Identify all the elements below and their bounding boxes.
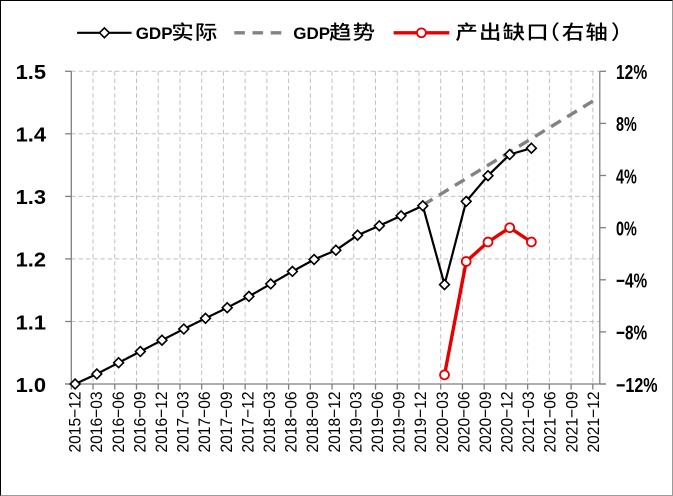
svg-text:2017−06: 2017−06 bbox=[195, 392, 214, 453]
svg-text:−12%: −12% bbox=[616, 375, 658, 397]
svg-text:−8%: −8% bbox=[616, 323, 647, 345]
svg-text:2019−12: 2019−12 bbox=[411, 392, 430, 453]
svg-text:8%: 8% bbox=[616, 114, 637, 136]
svg-text:2016−06: 2016−06 bbox=[109, 392, 128, 453]
svg-text:2018−06: 2018−06 bbox=[282, 392, 301, 453]
svg-text:2016−09: 2016−09 bbox=[130, 392, 149, 453]
svg-text:2020−09: 2020−09 bbox=[476, 392, 495, 453]
svg-text:2019−09: 2019−09 bbox=[390, 392, 409, 453]
svg-text:GDP: GDP bbox=[293, 24, 330, 43]
svg-text:2017−12: 2017−12 bbox=[238, 392, 257, 453]
svg-text:2019−03: 2019−03 bbox=[346, 392, 365, 453]
svg-text:2021−06: 2021−06 bbox=[541, 392, 560, 453]
svg-text:2021−12: 2021−12 bbox=[584, 392, 603, 453]
svg-text:2015−12: 2015−12 bbox=[66, 392, 85, 453]
svg-text:1.1: 1.1 bbox=[16, 312, 46, 334]
svg-text:2016−03: 2016−03 bbox=[87, 392, 106, 453]
svg-text:2020−06: 2020−06 bbox=[454, 392, 473, 453]
svg-text:2018−09: 2018−09 bbox=[303, 392, 322, 453]
svg-text:2019−06: 2019−06 bbox=[368, 392, 387, 453]
svg-text:2021−09: 2021−09 bbox=[562, 392, 581, 453]
svg-text:2018−12: 2018−12 bbox=[325, 392, 344, 453]
svg-text:2020−03: 2020−03 bbox=[433, 392, 452, 453]
svg-text:1.0: 1.0 bbox=[16, 375, 46, 397]
svg-text:2017−03: 2017−03 bbox=[174, 392, 193, 453]
svg-text:0%: 0% bbox=[616, 219, 637, 241]
svg-text:2016−12: 2016−12 bbox=[152, 392, 171, 453]
svg-text:2021−03: 2021−03 bbox=[519, 392, 538, 453]
svg-text:2017−09: 2017−09 bbox=[217, 392, 236, 453]
svg-text:2020−12: 2020−12 bbox=[498, 392, 517, 453]
svg-text:12%: 12% bbox=[616, 62, 647, 84]
svg-text:1.2: 1.2 bbox=[16, 250, 46, 272]
svg-text:1.5: 1.5 bbox=[16, 62, 46, 84]
svg-text:GDP: GDP bbox=[136, 24, 173, 43]
svg-text:−4%: −4% bbox=[616, 271, 647, 293]
svg-text:4%: 4% bbox=[616, 166, 637, 188]
svg-text:1.4: 1.4 bbox=[16, 125, 47, 147]
svg-text:2018−03: 2018−03 bbox=[260, 392, 279, 453]
svg-text:1.3: 1.3 bbox=[16, 187, 46, 209]
